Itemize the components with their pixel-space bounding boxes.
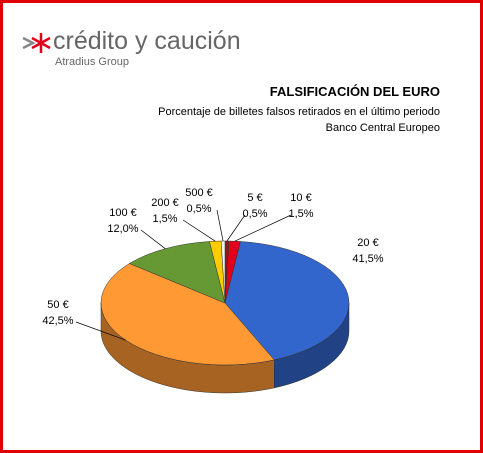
slice-label: 20 €: [357, 237, 378, 249]
leader-line: [182, 219, 216, 242]
chart: crédito y caución Atradius Group FALSIFI…: [22, 27, 440, 394]
slice-label: 500 €: [185, 187, 213, 199]
value-label: 42,5%: [42, 315, 73, 327]
leader-line: [75, 321, 126, 341]
value-label: 1,5%: [152, 213, 177, 225]
logo-mark: [22, 33, 51, 53]
slice: [128, 241, 226, 304]
leader-line: [140, 229, 166, 249]
value-label: 1,5%: [288, 208, 313, 220]
chart-subtitle: Porcentaje de billetes falsos retirados …: [158, 106, 440, 118]
slice: [220, 240, 226, 304]
slice-label: 200 €: [151, 197, 179, 209]
slice-label: 100 €: [109, 207, 137, 219]
logo-tagline: Atradius Group: [55, 56, 129, 68]
value-label: 12,0%: [107, 223, 138, 235]
slice-label: 50 €: [47, 299, 68, 311]
slice-label: 10 €: [290, 192, 311, 204]
value-label: 41,5%: [352, 253, 383, 265]
chart-source: Banco Central Europeo: [326, 122, 440, 134]
logo-name: crédito y caución: [53, 27, 241, 55]
value-label: 0,5%: [242, 208, 267, 220]
slice: [224, 241, 350, 361]
slice-label: 5 €: [247, 192, 262, 204]
chart-title: FALSIFICACIÓN DEL EURO: [270, 84, 440, 99]
leader-line: [234, 214, 292, 242]
leader-line: [226, 214, 246, 242]
value-label: 0,5%: [186, 203, 211, 215]
leader-line: [216, 209, 224, 242]
pie-tops: [100, 240, 350, 366]
